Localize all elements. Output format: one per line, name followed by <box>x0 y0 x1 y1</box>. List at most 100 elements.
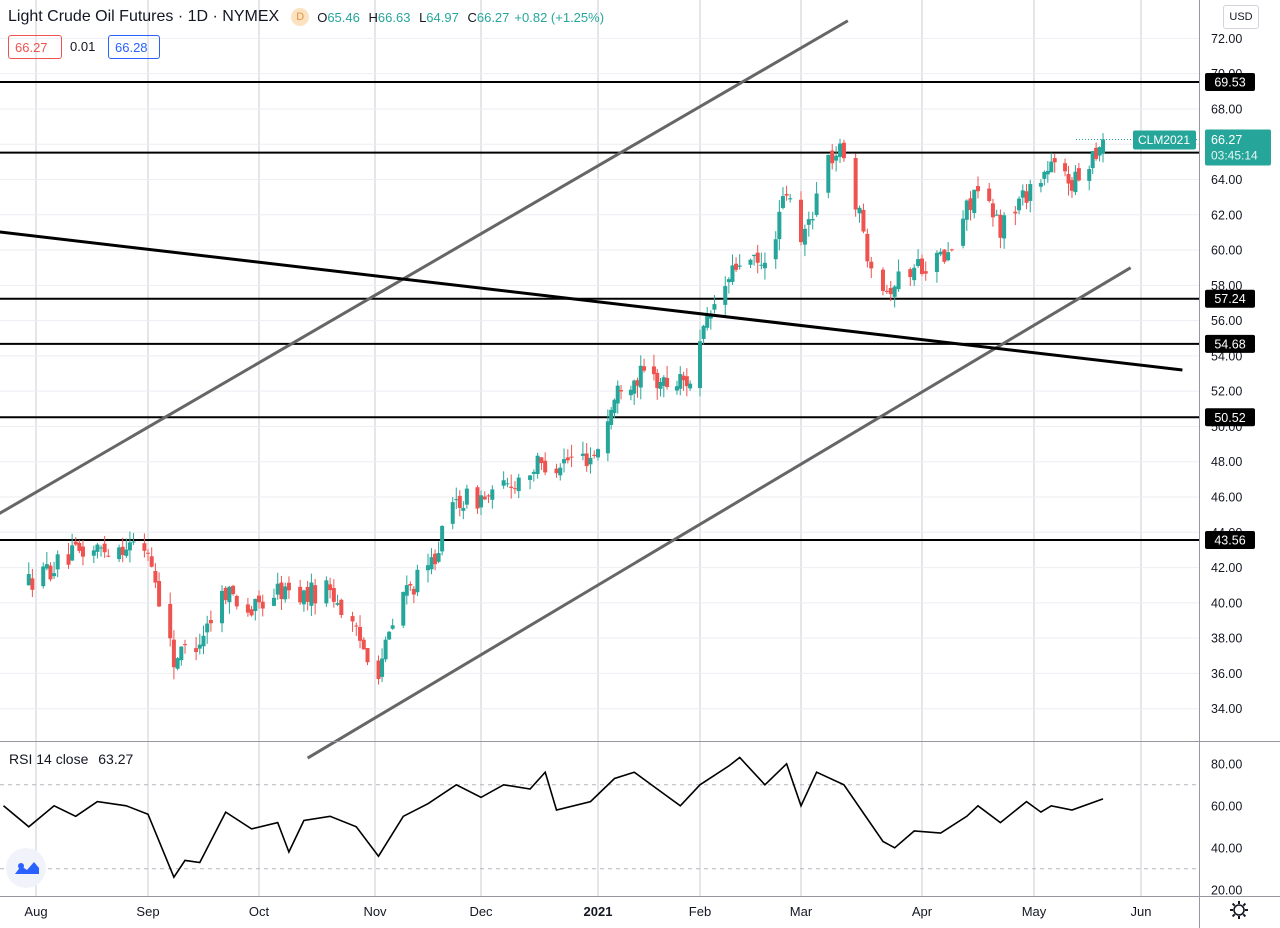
candle-body <box>949 249 954 251</box>
candle-body <box>1045 170 1050 175</box>
candle-body <box>401 592 406 626</box>
currency-button[interactable]: USD <box>1223 5 1259 29</box>
candlestick-series <box>26 133 1106 685</box>
candle-body <box>554 468 559 474</box>
candle-body <box>1097 147 1102 156</box>
candle-body <box>457 495 462 509</box>
rsi-y-tick-label: 60.00 <box>1211 799 1242 813</box>
candle-body <box>223 587 228 601</box>
level-price-label: 43.56 <box>1214 534 1245 548</box>
y-tick-label: 36.00 <box>1211 667 1242 681</box>
candle-body <box>387 631 392 640</box>
rsi-pane <box>0 756 1199 879</box>
candle-body <box>383 639 388 660</box>
candle-body <box>433 553 438 565</box>
level-price-tag <box>1205 289 1255 308</box>
candle-body <box>681 375 686 381</box>
open-value: 65.46 <box>327 9 360 25</box>
candle-body <box>734 263 739 270</box>
candle-body <box>354 625 359 627</box>
candle-body <box>712 304 717 310</box>
candle-body <box>684 376 689 387</box>
candle-body <box>201 635 206 647</box>
y-tick-label: 56.00 <box>1211 314 1242 328</box>
candle-body <box>208 619 213 624</box>
chart-header: Light Crude Oil Futures · 1D · NYMEX D O… <box>8 6 604 28</box>
buy-button[interactable]: 66.28 <box>108 35 160 59</box>
candle-body <box>44 564 49 569</box>
candle-body <box>737 265 742 267</box>
candle-body <box>609 409 614 425</box>
candle-body <box>146 552 150 554</box>
candle-body <box>632 380 637 394</box>
candle-body <box>994 214 999 216</box>
candle-body <box>592 454 597 456</box>
candle-body <box>298 586 303 603</box>
candle-body <box>799 199 803 243</box>
y-tick-label: 62.00 <box>1211 208 1242 222</box>
candle-body <box>404 585 409 596</box>
y-tick-label: 48.00 <box>1211 455 1242 469</box>
candle-body <box>580 453 585 456</box>
candle-body <box>70 545 75 561</box>
candle-body <box>584 453 589 467</box>
current-price-label: 66.27 <box>1211 133 1242 147</box>
candle-body <box>509 486 514 488</box>
rsi-value: 63.27 <box>98 751 134 767</box>
candle-body <box>642 366 647 371</box>
x-tick-label: Dec <box>469 904 493 919</box>
level-price-label: 57.24 <box>1214 292 1245 306</box>
candle-body <box>912 267 917 281</box>
candle-body <box>157 581 162 607</box>
high-label: H <box>368 9 378 25</box>
candle-body <box>869 261 874 269</box>
tradingview-logo-icon[interactable] <box>6 848 46 888</box>
candle-body <box>834 155 839 161</box>
candle-body <box>528 475 533 480</box>
candle-body <box>482 496 487 500</box>
candle-body <box>1063 163 1068 172</box>
candle-body <box>861 209 866 232</box>
candle-body <box>934 252 939 272</box>
candle-body <box>976 186 980 192</box>
sell-button[interactable]: 66.27 <box>8 35 62 59</box>
candle-body <box>1020 190 1025 198</box>
candle-body <box>810 219 815 221</box>
candle-body <box>638 365 643 388</box>
candle-body <box>361 639 366 650</box>
candle-body <box>896 271 901 290</box>
candle-body <box>95 544 100 552</box>
candle-body <box>234 595 239 607</box>
candle-body <box>920 258 924 274</box>
countdown-label: 03:45:14 <box>1211 148 1258 162</box>
candle-body <box>380 658 385 677</box>
candle-body <box>1002 215 1007 239</box>
delayed-data-badge[interactable]: D <box>291 8 310 26</box>
candle-body <box>1038 183 1043 187</box>
candle-body <box>1069 180 1074 191</box>
y-tick-label: 72.00 <box>1211 32 1242 46</box>
candle-body <box>30 578 35 590</box>
candle-body <box>698 341 702 389</box>
candle-body <box>275 583 280 595</box>
candle-body <box>946 252 951 261</box>
gear-icon[interactable] <box>1229 900 1249 920</box>
candle-body <box>826 154 831 193</box>
candle-body <box>426 565 430 571</box>
candle-body <box>324 580 329 604</box>
candle-body <box>674 386 679 391</box>
candle-body <box>227 586 232 603</box>
symbol-tag <box>1133 130 1196 150</box>
level-price-label: 69.53 <box>1214 75 1245 89</box>
symbol-title[interactable]: Light Crude Oil Futures · 1D · NYMEX <box>8 8 280 25</box>
candle-body <box>762 262 767 269</box>
level-price-tag <box>1205 408 1255 427</box>
candle-body <box>52 573 57 577</box>
candle-body <box>26 574 31 586</box>
x-tick-label: Mar <box>790 904 813 919</box>
candle-body <box>440 526 445 552</box>
candle-body <box>531 471 536 474</box>
candle-body <box>106 555 111 557</box>
candle-body <box>802 228 807 245</box>
